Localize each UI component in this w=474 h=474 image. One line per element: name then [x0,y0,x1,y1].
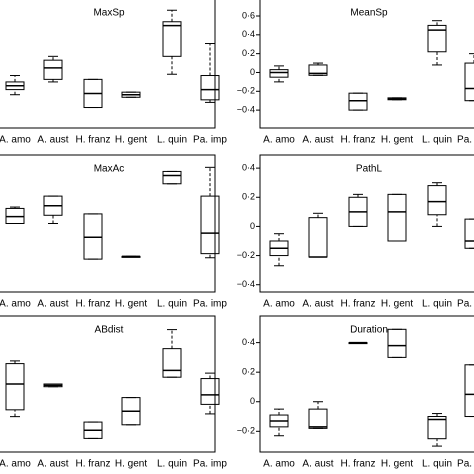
panel-title: MaxAc [94,164,125,175]
box [427,185,447,216]
box [162,348,182,378]
x-tick-label: A. aust [302,299,333,310]
x-tick-label: L. quin [422,299,452,310]
panel-title: Duration [350,325,388,336]
x-tick-label: Pa. imp [193,299,227,310]
box [269,69,289,78]
panel-frame [0,154,216,293]
x-tick-label: A. aust [302,459,333,470]
panel-frame [0,0,216,129]
y-tick-label: 0·2 [242,367,255,377]
box [162,170,182,185]
x-tick-label: Pa. imp [457,135,474,146]
x-tick-label: Pa. imp [457,299,474,310]
panel-frame [259,0,474,129]
box [200,195,220,255]
box [427,416,447,440]
x-tick-label: H. franz [75,135,110,146]
x-tick-label: L. quin [157,459,187,470]
x-tick-label: L. quin [422,135,452,146]
x-tick-label: A. amo [0,299,31,310]
x-tick-label: H. franz [340,135,375,146]
y-tick-label: 0 [250,67,255,77]
box [427,24,447,53]
x-tick-label: H. gent [381,299,413,310]
x-tick-label: A. amo [0,459,31,470]
y-tick-label: −0·4 [237,279,255,289]
y-tick-label: 0·4 [242,29,255,39]
y-tick-label: 0·2 [242,192,255,202]
y-tick-label: −0·2 [237,86,255,96]
x-tick-label: A. aust [37,459,68,470]
y-tick-label: −0·4 [237,104,255,114]
y-tick-label: 0·4 [242,162,255,172]
x-tick-label: A. aust [302,135,333,146]
x-tick-label: A. amo [0,135,31,146]
y-tick-label: −0·2 [237,250,255,260]
box [464,218,474,249]
box [308,408,328,429]
x-tick-label: H. franz [75,459,110,470]
box [464,364,474,418]
x-tick-label: L. quin [422,459,452,470]
box [308,64,328,76]
x-tick-label: A. aust [37,299,68,310]
panel-title: PathL [356,164,383,175]
x-tick-label: H. franz [75,299,110,310]
box [162,21,182,57]
x-tick-label: H. gent [381,459,413,470]
box [308,217,328,258]
box [200,378,220,405]
x-tick-label: H. gent [115,299,147,310]
panel-title: MaxSp [93,8,125,19]
box [464,62,474,102]
x-tick-label: H. gent [381,135,413,146]
y-tick-label: 0 [250,221,255,231]
panel-frame [259,154,474,293]
box [387,328,407,358]
x-tick-label: Pa. imp [457,459,474,470]
box [348,92,368,111]
x-tick-label: L. quin [157,135,187,146]
panel-title: ABdist [95,325,124,336]
x-tick-label: H. gent [115,135,147,146]
x-tick-label: A. amo [263,135,295,146]
y-tick-label: −0·2 [237,426,255,436]
x-tick-label: L. quin [157,299,187,310]
x-tick-label: H. gent [115,459,147,470]
x-tick-label: Pa. imp [193,459,227,470]
box [5,363,25,411]
box [200,75,220,101]
y-tick-label: 0·2 [242,48,255,58]
panel-frame [259,315,474,453]
x-tick-label: A. amo [263,299,295,310]
y-tick-label: 0 [250,396,255,406]
box [43,59,63,80]
x-tick-label: A. aust [37,135,68,146]
x-tick-label: H. franz [340,459,375,470]
panel-title: MeanSp [350,8,388,19]
x-tick-label: H. franz [340,299,375,310]
y-tick-label: 0·6 [242,10,255,20]
box [387,193,407,242]
panel-frame [0,315,216,453]
y-tick-label: 0·4 [242,337,255,347]
x-tick-label: A. amo [263,459,295,470]
x-tick-label: Pa. imp [193,135,227,146]
